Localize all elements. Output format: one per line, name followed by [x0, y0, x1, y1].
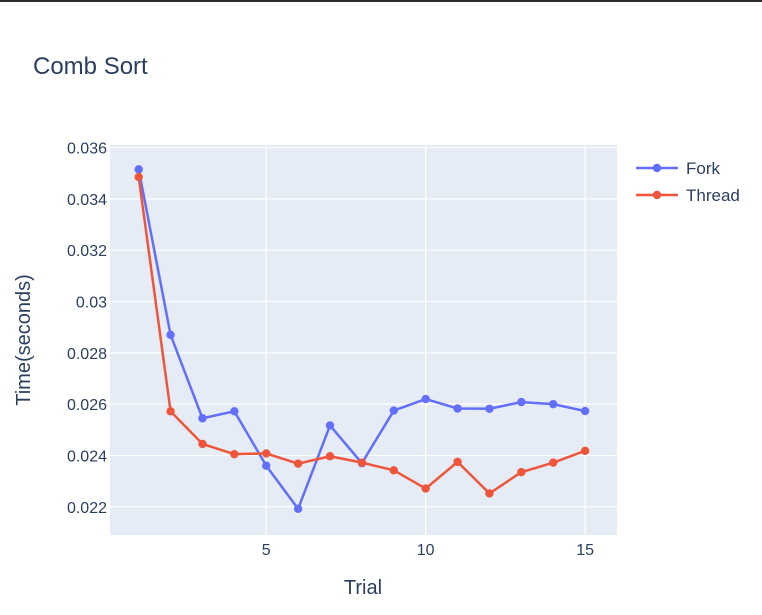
- data-point-fork[interactable]: [485, 404, 494, 413]
- data-point-fork[interactable]: [262, 461, 271, 470]
- data-point-thread[interactable]: [549, 458, 558, 467]
- y-tick-label: 0.024: [67, 448, 107, 465]
- data-point-thread[interactable]: [389, 466, 398, 475]
- data-point-thread[interactable]: [293, 459, 303, 468]
- x-tick-label: 10: [417, 542, 435, 559]
- data-point-fork[interactable]: [421, 394, 430, 404]
- x-axis-label: Trial: [344, 577, 382, 599]
- data-point-thread[interactable]: [325, 452, 335, 461]
- series-layer: [134, 165, 590, 514]
- data-point-fork[interactable]: [453, 404, 462, 413]
- data-point-thread[interactable]: [421, 484, 430, 493]
- y-tick-label: 0.032: [67, 243, 107, 260]
- data-point-thread[interactable]: [453, 457, 462, 467]
- data-point-fork[interactable]: [230, 407, 239, 416]
- legend-marker-swatch: [652, 163, 662, 173]
- legend-item-thread[interactable]: Thread: [636, 186, 740, 205]
- data-point-thread[interactable]: [198, 439, 207, 449]
- y-axis-ticks: 0.022 0.024 0.026 0.028 0.03 0.032 0.034 0.036: [67, 141, 107, 517]
- data-point-fork[interactable]: [293, 504, 303, 514]
- grid-lines: [110, 145, 617, 535]
- legend-item-fork[interactable]: Fork: [636, 159, 721, 178]
- data-point-thread[interactable]: [580, 446, 590, 456]
- data-point-fork[interactable]: [325, 421, 335, 430]
- data-point-thread[interactable]: [517, 467, 526, 477]
- data-point-fork[interactable]: [134, 165, 143, 174]
- data-point-thread[interactable]: [357, 458, 367, 467]
- series-thread: [134, 172, 590, 498]
- y-tick-label: 0.028: [67, 346, 107, 363]
- data-point-thread[interactable]: [166, 407, 175, 416]
- y-tick-label: 0.03: [76, 295, 107, 312]
- y-tick-label: 0.022: [67, 500, 107, 517]
- data-point-thread[interactable]: [485, 489, 494, 498]
- x-tick-label: 15: [576, 542, 594, 559]
- chart-title: Comb Sort: [33, 53, 148, 80]
- x-axis-ticks: 5 10 15: [262, 542, 594, 559]
- data-point-fork[interactable]: [389, 406, 398, 415]
- data-point-fork[interactable]: [549, 399, 558, 409]
- data-point-thread[interactable]: [134, 172, 143, 182]
- legend[interactable]: Fork Thread: [636, 159, 740, 205]
- data-point-fork[interactable]: [198, 414, 207, 423]
- data-point-thread[interactable]: [230, 449, 239, 459]
- y-axis-label: Time(seconds): [13, 274, 35, 406]
- top-border: [0, 0, 762, 2]
- y-tick-label: 0.026: [67, 397, 107, 414]
- data-point-thread[interactable]: [262, 449, 271, 458]
- legend-label: Fork: [686, 159, 721, 178]
- data-point-fork[interactable]: [580, 406, 590, 416]
- data-point-fork[interactable]: [166, 330, 175, 340]
- y-tick-label: 0.036: [67, 141, 107, 158]
- legend-marker-swatch: [652, 190, 662, 200]
- x-tick-label: 5: [262, 542, 271, 559]
- data-point-fork[interactable]: [517, 397, 526, 407]
- y-tick-label: 0.034: [67, 192, 107, 209]
- legend-label: Thread: [686, 186, 740, 205]
- plot-area: [110, 145, 617, 535]
